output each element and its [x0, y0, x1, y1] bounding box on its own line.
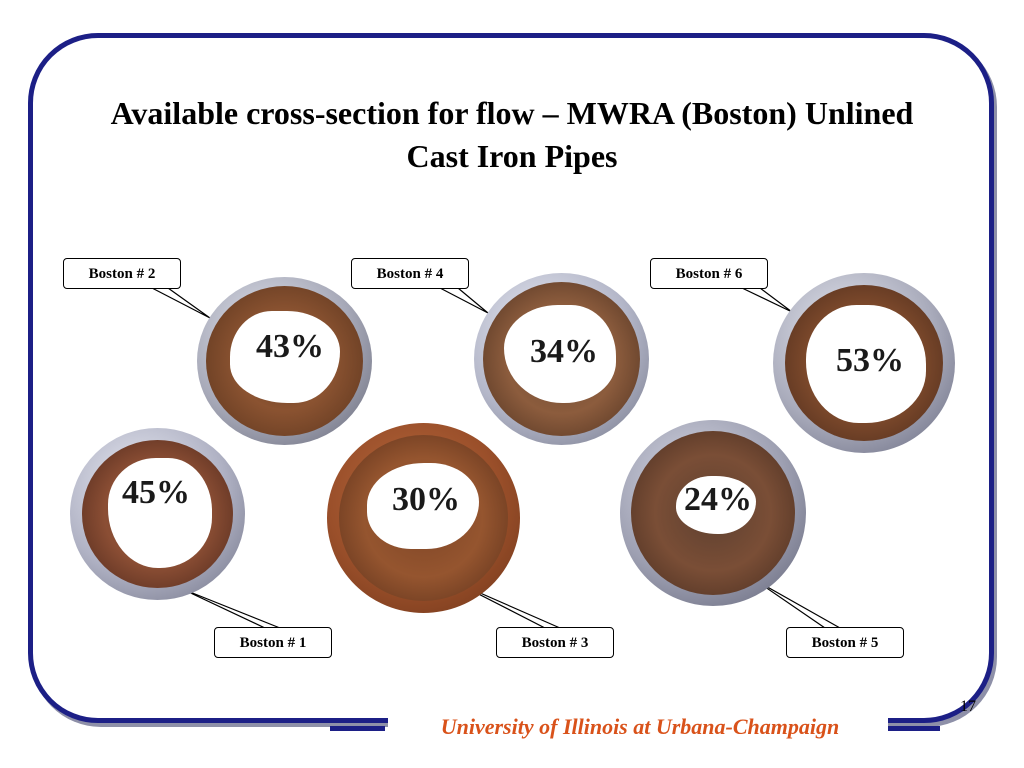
pipe-photo-boston-1: [70, 428, 245, 600]
pipe-percent-boston-5: 24%: [684, 481, 752, 518]
pipe-percent-boston-4: 34%: [530, 333, 598, 370]
university-footer: University of Illinois at Urbana-Champai…: [440, 714, 840, 739]
callout-boston-1: Boston # 1: [214, 627, 332, 658]
pipe-photo-boston-2: [197, 277, 372, 445]
callout-boston-6: Boston # 6: [650, 258, 768, 289]
callout-boston-2: Boston # 2: [63, 258, 181, 289]
footer-rule-right: [888, 726, 940, 731]
pipe-percent-boston-2: 43%: [256, 328, 324, 365]
pipe-photo-boston-6: [773, 273, 955, 453]
slide-title: Available cross-section for flow – MWRA …: [110, 95, 914, 174]
callout-boston-5: Boston # 5: [786, 627, 904, 658]
pipe-percent-boston-3: 30%: [392, 481, 460, 518]
footer-mask: [388, 716, 888, 738]
leader-boston-6: [741, 287, 793, 313]
pipe-photo-boston-4: [474, 273, 649, 445]
callout-boston-3: Boston # 3: [496, 627, 614, 658]
footer-rule-left: [330, 726, 385, 731]
leader-boston-2: [151, 287, 211, 319]
leader-boston-4: [439, 287, 489, 314]
page-number: 17: [960, 698, 976, 715]
leader-boston-1: [179, 587, 281, 629]
pipe-percent-boston-1: 45%: [122, 474, 190, 511]
pipe-photo-boston-5: [620, 420, 806, 606]
pipe-percent-boston-6: 53%: [836, 342, 904, 379]
callout-boston-4: Boston # 4: [351, 258, 469, 289]
pipe-photo-boston-3: [327, 423, 520, 613]
